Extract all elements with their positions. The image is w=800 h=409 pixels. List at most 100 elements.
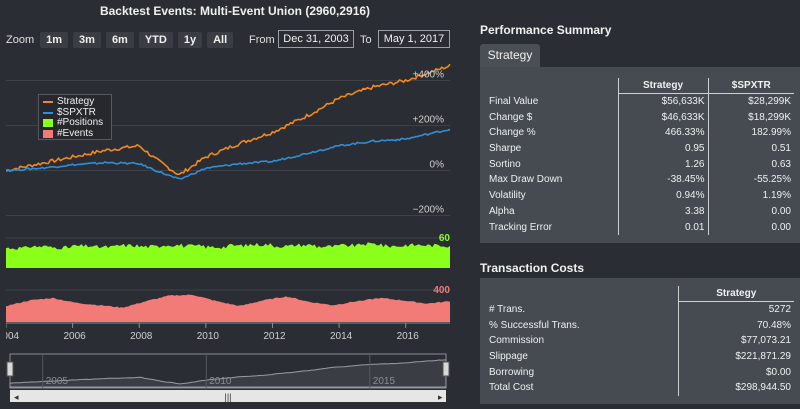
row-value: $77,073.21 bbox=[677, 333, 794, 349]
table-row: Alpha 3.38 0.00 bbox=[486, 203, 794, 220]
header-spxtr: $SPXTR bbox=[707, 78, 794, 95]
navigator-scrollbar[interactable] bbox=[10, 390, 446, 402]
row-value: -55.25% bbox=[707, 172, 794, 188]
navigator-tick-label: 2015 bbox=[373, 376, 396, 387]
zoom-1m-button[interactable]: 1m bbox=[40, 32, 69, 48]
positions-area[interactable] bbox=[6, 242, 450, 268]
zoom-bar: Zoom 1m 3m 6m YTD 1y All bbox=[6, 31, 238, 49]
legend-item-spxtr[interactable]: $SPXTR bbox=[43, 106, 107, 119]
from-date-input[interactable]: Dec 31, 2003 bbox=[278, 30, 354, 48]
row-value: 466.33% bbox=[617, 125, 708, 141]
row-label: Max Draw Down bbox=[489, 174, 563, 186]
scroll-right-icon[interactable]: ▸ bbox=[438, 392, 443, 402]
row-value: 182.99% bbox=[707, 125, 794, 141]
to-date-input[interactable]: May 1, 2017 bbox=[378, 30, 450, 48]
table-row: Tracking Error 0.01 0.00 bbox=[486, 219, 794, 235]
row-label: Alpha bbox=[489, 205, 515, 217]
row-label: Final Value bbox=[489, 96, 539, 108]
row-value: $18,299K bbox=[707, 109, 794, 126]
x-tick-label: 2016 bbox=[397, 331, 420, 342]
performance-summary-title: Performance Summary bbox=[480, 23, 612, 37]
table-row: Total Cost $298,944.50 bbox=[486, 380, 794, 396]
row-label: Total Cost bbox=[489, 382, 534, 394]
x-tick-label: 2010 bbox=[197, 331, 220, 342]
backtest-chart[interactable]: +400% +200% 0% −200% 60 400 2004 2006 2008 201… bbox=[6, 58, 456, 408]
header-strategy: Strategy bbox=[617, 78, 708, 95]
row-label: Sharpe bbox=[489, 143, 522, 155]
row-value: $298,944.50 bbox=[677, 380, 794, 396]
strategy-line[interactable] bbox=[6, 63, 451, 176]
table-row: % Successful Trans. 70.48% bbox=[486, 317, 794, 334]
table-row: Volatility 0.94% 1.19% bbox=[486, 187, 794, 204]
spxtr-line[interactable] bbox=[6, 128, 451, 180]
zoom-6m-button[interactable]: 6m bbox=[105, 32, 134, 48]
spxtr-swatch-icon bbox=[43, 111, 53, 114]
zoom-3m-button[interactable]: 3m bbox=[73, 32, 101, 48]
chart-legend: Strategy $SPXTR #Positions #Events bbox=[38, 94, 112, 140]
zoom-ytd-button[interactable]: YTD bbox=[138, 32, 173, 48]
y-tick-label: 0% bbox=[430, 160, 445, 171]
to-label: To bbox=[360, 34, 372, 46]
legend-item-events[interactable]: #Events bbox=[43, 128, 107, 140]
transaction-panel: Strategy # Trans. 5272% Successful Trans.… bbox=[480, 278, 800, 404]
x-tick-label: 2006 bbox=[63, 331, 86, 342]
x-tick-label: 2012 bbox=[263, 331, 286, 342]
table-row: Commission $77,073.21 bbox=[486, 333, 794, 349]
row-value: 1.19% bbox=[707, 187, 794, 204]
tab-strategy[interactable]: Strategy bbox=[480, 44, 540, 67]
row-value: 1.26 bbox=[617, 156, 708, 173]
zoom-all-button[interactable]: All bbox=[207, 32, 234, 48]
row-value: $56,633K bbox=[617, 93, 708, 110]
table-row: Slippage $221,871.29 bbox=[486, 348, 794, 365]
events-swatch-icon bbox=[43, 129, 53, 138]
table-header-row: Strategy $SPXTR bbox=[486, 78, 794, 95]
right-panel: Performance Summary Strategy Strategy $S… bbox=[480, 0, 800, 409]
row-value: 0.01 bbox=[617, 219, 708, 235]
legend-label: $SPXTR bbox=[57, 106, 96, 118]
row-value: 0.00 bbox=[707, 219, 794, 235]
legend-item-positions[interactable]: #Positions bbox=[43, 118, 107, 129]
events-area[interactable] bbox=[6, 294, 450, 323]
row-label: Change $ bbox=[489, 111, 533, 123]
row-label: Change % bbox=[489, 127, 536, 139]
row-label: Borrowing bbox=[489, 366, 535, 378]
row-value: $46,633K bbox=[617, 109, 708, 126]
transaction-table: Strategy # Trans. 5272% Successful Trans.… bbox=[486, 286, 794, 396]
table-row: Change $ $46,633K $18,299K bbox=[486, 109, 794, 126]
row-value: $0.00 bbox=[677, 364, 794, 381]
row-value: 0.00 bbox=[707, 203, 794, 220]
row-value: 3.38 bbox=[617, 203, 708, 220]
table-row: Final Value $56,633K $28,299K bbox=[486, 93, 794, 110]
row-label: Slippage bbox=[489, 351, 528, 363]
scroll-left-icon[interactable]: ◂ bbox=[14, 392, 19, 402]
header-strategy: Strategy bbox=[677, 286, 794, 303]
zoom-1y-button[interactable]: 1y bbox=[177, 32, 203, 48]
table-header-row: Strategy bbox=[486, 286, 794, 303]
table-row: Borrowing $0.00 bbox=[486, 364, 794, 381]
navigator-tick-label: 2005 bbox=[46, 376, 69, 387]
legend-label: Strategy bbox=[57, 96, 95, 108]
table-row: Sharpe 0.95 0.51 bbox=[486, 140, 794, 157]
table-row: Sortino 1.26 0.63 bbox=[486, 156, 794, 173]
from-label: From bbox=[249, 34, 275, 46]
performance-panel: Strategy $SPXTR Final Value $56,633K $28,2… bbox=[480, 67, 800, 243]
row-label: # Trans. bbox=[489, 304, 526, 316]
table-row: Max Draw Down -38.45% -55.25% bbox=[486, 172, 794, 188]
zoom-label: Zoom bbox=[6, 34, 35, 46]
scrollbar-grip-icon[interactable]: ||| bbox=[224, 392, 231, 402]
row-value: 0.94% bbox=[617, 187, 708, 204]
positions-max-label: 60 bbox=[439, 233, 451, 244]
performance-table: Strategy $SPXTR Final Value $56,633K $28,2… bbox=[486, 78, 794, 235]
x-tick-label: 2008 bbox=[130, 331, 153, 342]
row-value: $221,871.29 bbox=[677, 348, 794, 365]
legend-item-strategy[interactable]: Strategy bbox=[43, 97, 107, 108]
navigator-right-handle[interactable] bbox=[442, 361, 450, 377]
navigator-left-handle[interactable] bbox=[6, 361, 14, 377]
row-value: $28,299K bbox=[707, 93, 794, 110]
header-blank bbox=[486, 78, 618, 94]
x-tick-label: 2014 bbox=[330, 331, 353, 342]
y-tick-label: +400% bbox=[413, 70, 445, 81]
row-label: Volatility bbox=[489, 190, 526, 202]
row-label: % Successful Trans. bbox=[489, 319, 580, 331]
transaction-costs-title: Transaction Costs bbox=[480, 261, 585, 275]
